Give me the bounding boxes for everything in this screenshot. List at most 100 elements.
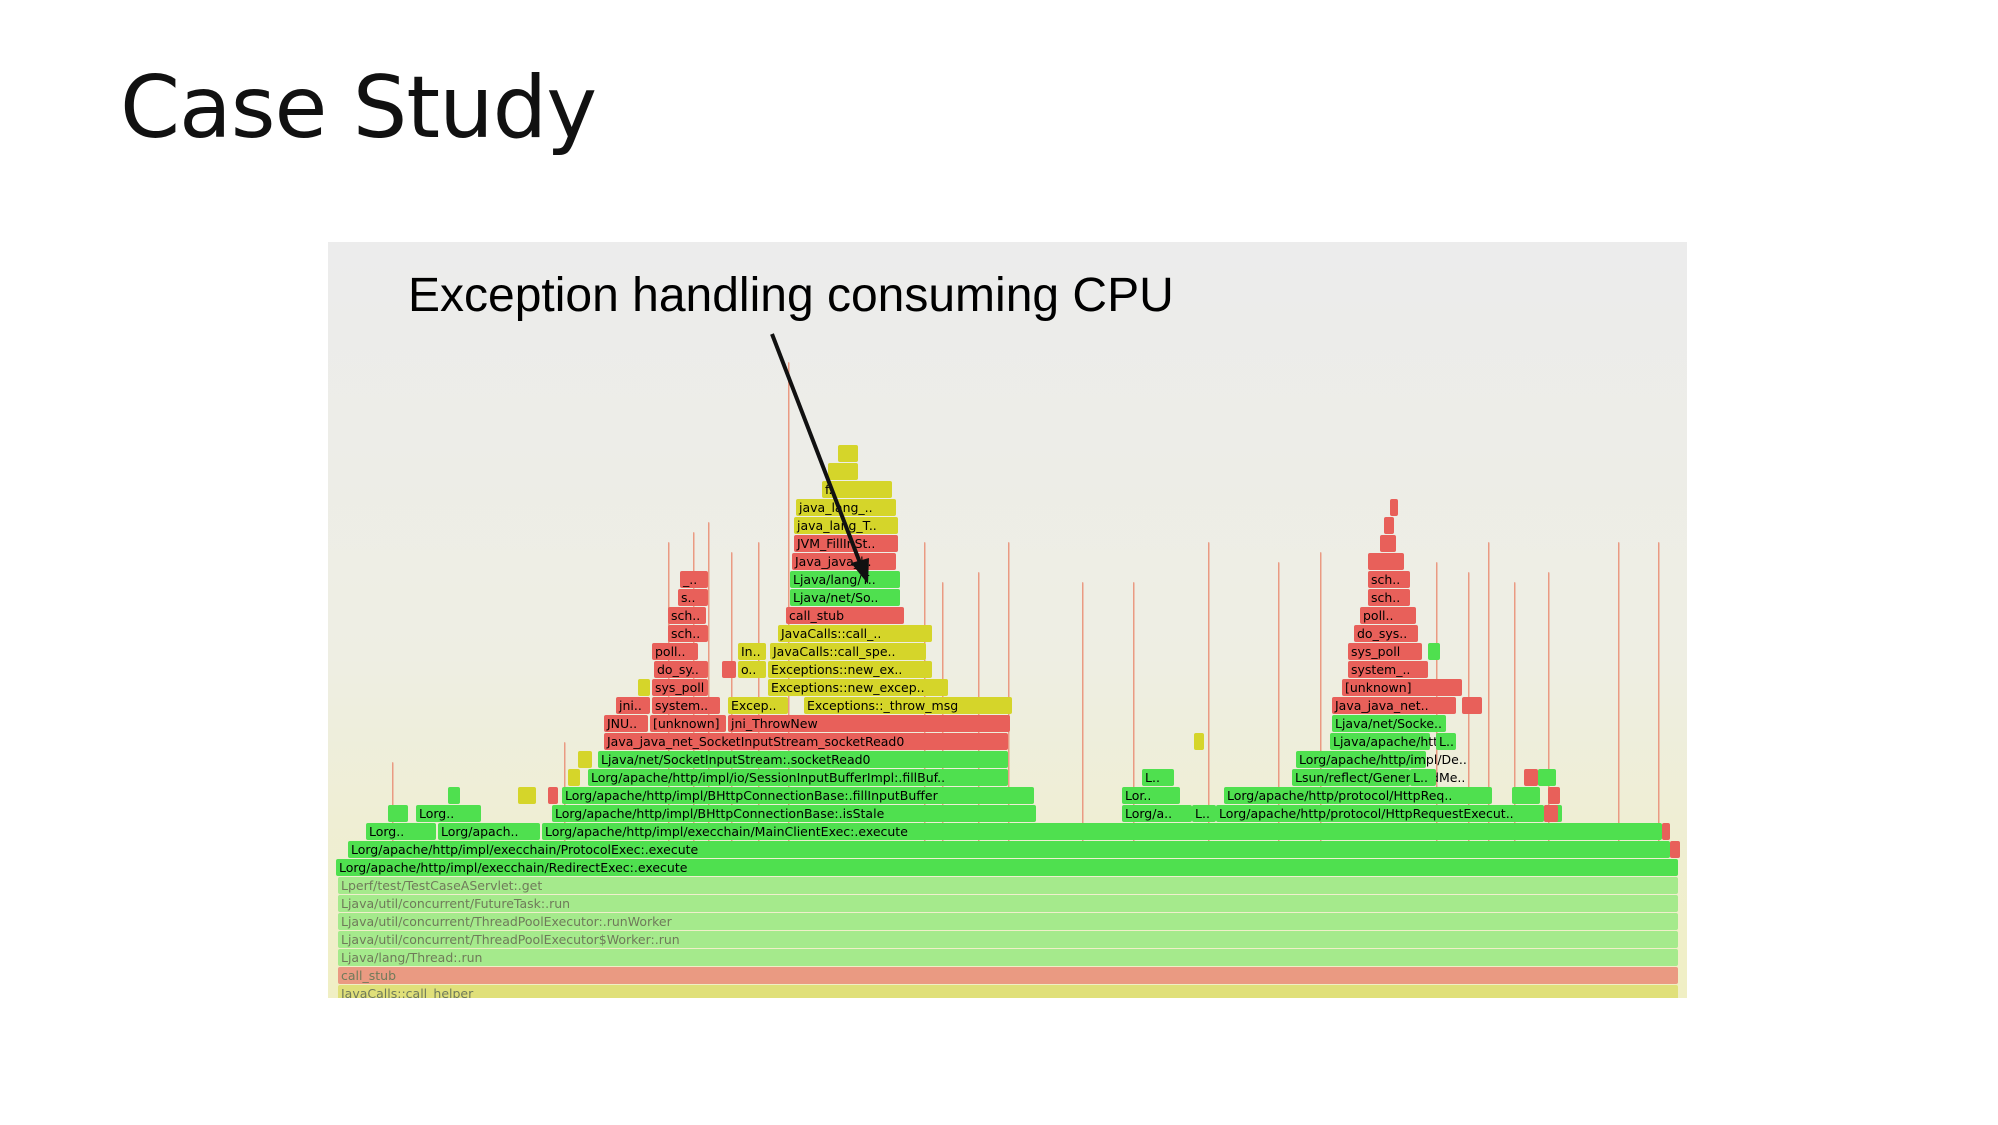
- flame-frame: [1538, 769, 1556, 786]
- flame-frame: [1462, 697, 1482, 714]
- flame-frame-label: Lorg/apache/http/protocol/HttpReq..: [1227, 788, 1452, 803]
- flame-frame-label: Java_java_net..: [1334, 698, 1429, 713]
- flame-frame: [548, 787, 558, 804]
- flame-frame: [722, 661, 736, 678]
- flame-frame-label: Lorg/apach..: [441, 824, 518, 839]
- flame-frame-label: [unknown]: [653, 716, 720, 731]
- flame-frame: [1332, 697, 1456, 714]
- flame-frame: [552, 805, 1036, 822]
- flame-frame-label: JavaCalls::call_helper: [340, 986, 474, 998]
- flame-frame-label: jni..: [618, 698, 642, 713]
- flame-frame: [778, 625, 932, 642]
- flame-frame: [578, 751, 592, 768]
- flame-frame-label: Ljava/net/Socke..: [1335, 716, 1442, 731]
- flame-frame: [1390, 499, 1398, 516]
- flame-frame-label: In..: [741, 644, 761, 659]
- flame-frame-label: JVM_FillInSt..: [796, 536, 875, 551]
- flame-frame: [598, 751, 1008, 768]
- flame-frame: [790, 571, 900, 588]
- flame-frame: [336, 859, 1678, 876]
- flame-frame: [388, 805, 408, 822]
- flame-frame: [604, 733, 1008, 750]
- flame-frame: [654, 661, 708, 678]
- flame-frame: [1410, 769, 1436, 786]
- flame-spike: [1208, 542, 1210, 858]
- flame-spike: [1548, 572, 1550, 858]
- flame-frame-label: Ljava/util/concurrent/ThreadPoolExecutor…: [341, 932, 680, 947]
- flame-frame: [1354, 625, 1418, 642]
- flame-frame-label: Ljava/util/concurrent/FutureTask:.run: [341, 896, 570, 911]
- flame-frame-label: Lorg..: [369, 824, 404, 839]
- annotation-text: Exception handling consuming CPU: [408, 269, 1174, 322]
- flame-frame-label: Exceptions::_throw_msg: [807, 698, 958, 713]
- flame-frame-label: Lorg/apache/http/impl/BHttpConnectionBas…: [555, 806, 885, 821]
- flame-frame: [1296, 751, 1426, 768]
- flame-frame: [338, 877, 1678, 894]
- flame-frame: [790, 589, 900, 606]
- flame-frame: [1332, 715, 1446, 732]
- flame-frame: [652, 679, 708, 696]
- flame-frame: [1670, 841, 1680, 858]
- flame-frame: [680, 571, 708, 588]
- flame-frame-label: Excep..: [731, 698, 777, 713]
- flame-frame: [1216, 805, 1544, 822]
- flame-frame-label: JavaCalls::call_spe..: [772, 644, 896, 659]
- flame-frame: [786, 607, 904, 624]
- flame-frame: [338, 985, 1678, 998]
- flame-frame-label: poll..: [1363, 608, 1393, 623]
- flame-frame: [768, 679, 948, 696]
- flame-frame: [366, 823, 436, 840]
- flame-frame-label: jni_ThrowNew: [730, 716, 818, 731]
- flame-frame: [1330, 733, 1430, 750]
- flame-frame-label: _..: [682, 572, 697, 587]
- flame-frame: [1194, 733, 1204, 750]
- flame-frame-label: [unknown]: [1345, 680, 1412, 695]
- flame-frame-label: Lor..: [1125, 788, 1151, 803]
- flame-frame: [604, 715, 648, 732]
- flame-frame-label: sys_poll: [655, 680, 704, 695]
- flame-frame: [1142, 769, 1174, 786]
- flame-frame: [1224, 787, 1492, 804]
- flame-frame-label: sch..: [671, 608, 700, 623]
- flame-frame-label: Ljava/net/So..: [793, 590, 878, 605]
- flame-frame-label: Ljava/net/SocketInputStream:.socketRead0: [601, 752, 871, 767]
- flame-frame: [338, 931, 1678, 948]
- flame-frame-label: L..: [1439, 734, 1454, 749]
- flame-frame: [728, 715, 1010, 732]
- flame-frame: [1122, 805, 1192, 822]
- flame-frame-label: Java_java_net_SocketInputStream_socketRe…: [606, 734, 904, 749]
- flame-frame: [338, 913, 1678, 930]
- flame-frame: [804, 697, 1012, 714]
- flame-frame-label: java_lang_T..: [796, 518, 877, 533]
- flame-frame-label: L..: [1413, 770, 1428, 785]
- flame-frame: [338, 949, 1678, 966]
- flame-frame: [1192, 805, 1216, 822]
- flame-frame-label: s..: [681, 590, 695, 605]
- flame-frame: [1428, 643, 1440, 660]
- flame-frame: [1122, 787, 1180, 804]
- flame-frame: [1524, 769, 1538, 786]
- flame-frame-label: java_lang_..: [798, 500, 873, 515]
- flame-frame: [1368, 571, 1410, 588]
- flame-frame: [1368, 553, 1404, 570]
- flame-frame-label: Lorg/apache/http/impl/De..: [1299, 752, 1467, 767]
- flame-frame: [568, 769, 580, 786]
- flame-graph-panel: JavaCalls::call_helper call_stub Ljava/lan…: [328, 242, 1687, 998]
- flame-frame: [1384, 517, 1394, 534]
- flame-frame: [438, 823, 540, 840]
- flame-frame: [770, 643, 926, 660]
- flame-frame-label: do_sys..: [1357, 626, 1407, 641]
- flame-frame: [348, 841, 1670, 858]
- flame-frame: [588, 769, 1008, 786]
- flame-frame: [1512, 787, 1540, 804]
- flame-frame: [1348, 661, 1428, 678]
- flame-frame-label: system_..: [1351, 662, 1410, 677]
- flame-frame: [1360, 607, 1416, 624]
- flame-frame-label: sys_poll: [1351, 644, 1400, 659]
- flame-frame: [1368, 589, 1410, 606]
- flame-frame: [650, 715, 726, 732]
- flame-frame-label: L..: [1145, 770, 1160, 785]
- flame-frame: [652, 697, 720, 714]
- flame-frame-label: o..: [741, 662, 756, 677]
- flame-frame-label: f..: [825, 482, 836, 497]
